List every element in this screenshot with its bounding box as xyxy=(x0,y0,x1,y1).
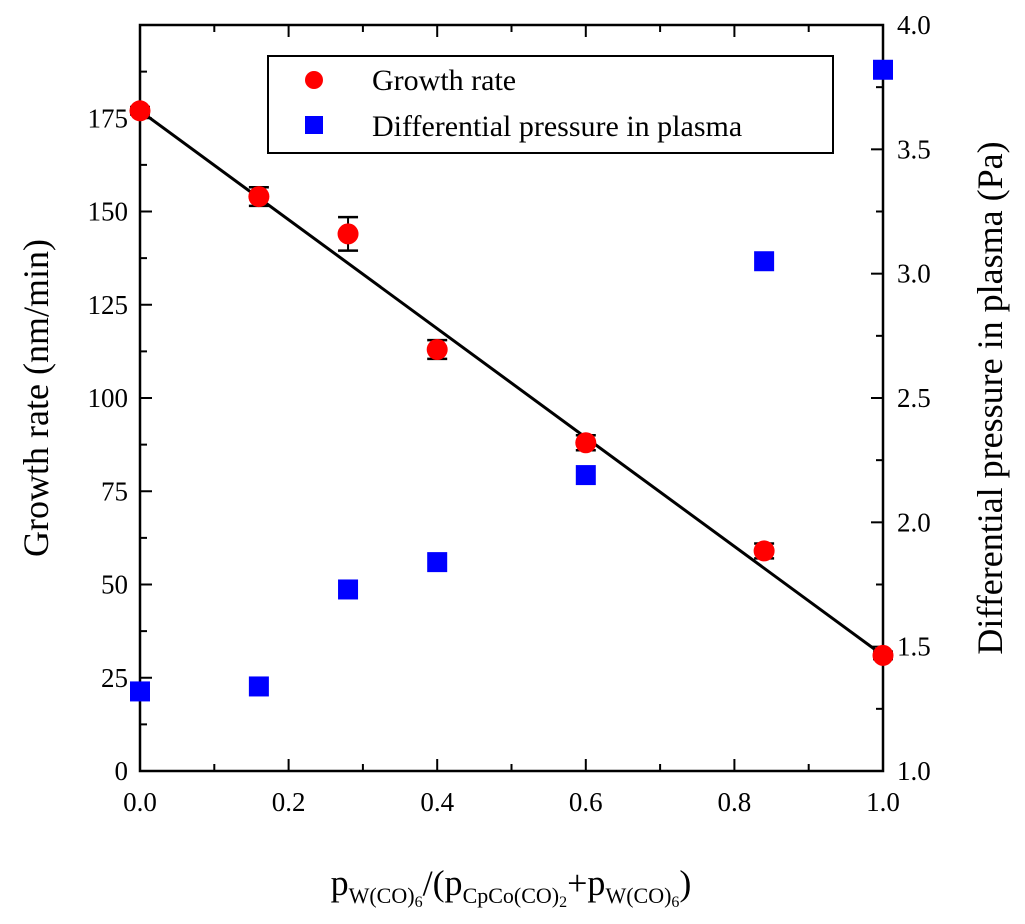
y-left-tick-label: 125 xyxy=(88,290,129,320)
x-axis-title: pW(CO)6/(pCpCo(CO)2+pW(CO)6) xyxy=(331,863,692,911)
x-tick-label: 0.6 xyxy=(569,787,603,817)
legend-marker-pressure xyxy=(305,116,323,134)
y-right-tick-label: 2.0 xyxy=(897,507,931,537)
growth-rate-point xyxy=(129,100,151,122)
x-tick-label: 0.0 xyxy=(123,787,157,817)
y-right-tick-label: 3.0 xyxy=(897,259,931,289)
y-right-tick-label: 2.5 xyxy=(897,383,931,413)
pressure-point xyxy=(427,552,448,573)
y-right-axis-title: Differential pressure in plasma (Pa) xyxy=(970,141,1010,654)
growth-rate-point xyxy=(753,540,775,562)
y-left-tick-label: 25 xyxy=(101,663,128,693)
ticks xyxy=(139,24,884,772)
y-left-tick-label: 0 xyxy=(115,756,129,786)
growth-rate-point xyxy=(426,339,448,361)
y-left-axis-title: Growth rate (nm/min) xyxy=(16,239,56,557)
growth-rate-point xyxy=(248,186,270,208)
y-right-tick-label: 3.5 xyxy=(897,134,931,164)
growth-rate-point xyxy=(337,223,359,245)
x-title-c: CpCo(CO) xyxy=(463,883,560,908)
pressure-point xyxy=(754,251,775,272)
x-title-mid: /(p xyxy=(423,863,463,903)
x-tick-label: 0.4 xyxy=(420,787,454,817)
y-left-tick-label: 75 xyxy=(101,476,128,506)
legend-box xyxy=(267,55,834,154)
y-right-tick-label: 1.0 xyxy=(897,756,931,786)
pressure-point xyxy=(248,676,269,697)
y-right-tick-label: 1.5 xyxy=(897,632,931,662)
growth-rate-points xyxy=(129,100,894,666)
legend-label-growth: Growth rate xyxy=(372,64,516,97)
y-left-tick-label: 50 xyxy=(101,570,128,600)
legend: Growth rate Differential pressure in pla… xyxy=(267,55,834,154)
x-tick-label: 0.2 xyxy=(272,787,306,817)
legend-label-pressure: Differential pressure in plasma xyxy=(372,110,742,143)
pressure-point xyxy=(130,681,150,702)
legend-marker-growth xyxy=(305,71,323,89)
y-left-tick-label: 150 xyxy=(88,197,129,227)
x-title-n2: 2 xyxy=(559,894,567,911)
x-title-n3: 6 xyxy=(671,894,679,911)
growth-rate-point xyxy=(872,644,894,666)
x-title-w2: W(CO) xyxy=(605,883,671,908)
y-left-tick-label: 175 xyxy=(88,103,129,133)
pressure-point xyxy=(873,59,893,80)
growth-rate-point xyxy=(575,432,597,454)
x-title-w1: W(CO) xyxy=(349,883,415,908)
tick-labels: 0.0 0.2 0.4 0.6 0.8 1.0 0 25 50 75 100 125 150 175 1.0… xyxy=(88,10,931,817)
x-title-n1: 6 xyxy=(415,894,423,911)
x-tick-label: 0.8 xyxy=(718,787,752,817)
pressure-points xyxy=(130,59,893,702)
y-right-tick-label: 4.0 xyxy=(897,10,931,40)
x-title-plus: +p xyxy=(567,863,605,903)
pressure-point xyxy=(575,465,596,486)
x-title-close: ) xyxy=(679,863,691,903)
y-left-tick-label: 100 xyxy=(88,383,129,413)
x-title-p1: p xyxy=(331,863,349,903)
pressure-point xyxy=(338,579,359,600)
x-tick-label: 1.0 xyxy=(866,787,900,817)
